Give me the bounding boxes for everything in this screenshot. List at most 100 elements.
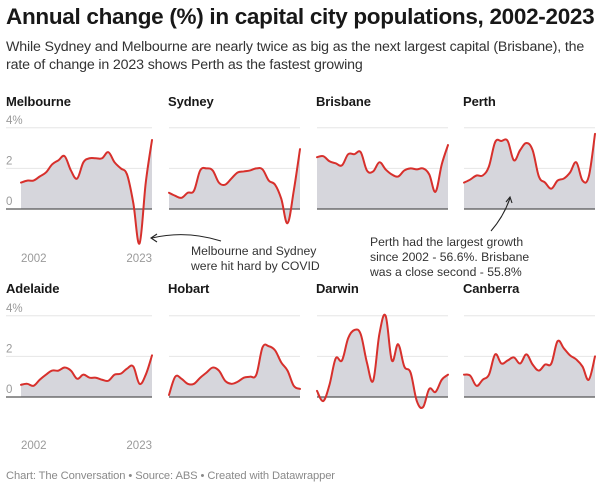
data-point-melbourne-2003	[26, 179, 29, 182]
data-point-sydney-2015	[249, 169, 252, 172]
annotation-arrow-line	[151, 234, 222, 242]
data-point-perth-2015	[544, 181, 547, 184]
data-point-brisbane-2016	[403, 169, 406, 172]
data-point-perth-2010	[512, 159, 515, 162]
data-point-canberra-2018	[562, 347, 565, 350]
data-point-canberra-2013	[531, 363, 534, 366]
annotation-arrow-line	[490, 197, 511, 232]
data-point-darwin-2023	[447, 373, 450, 376]
x-tick-label: 2023	[126, 440, 152, 452]
data-point-hobart-2013	[236, 380, 239, 383]
data-point-canberra-2019	[569, 354, 572, 357]
data-point-hobart-2006	[192, 382, 195, 385]
arrowhead-icon	[505, 195, 513, 204]
annotation-text-line: Perth had the largest growth	[370, 235, 523, 249]
panel-sydney	[168, 127, 301, 225]
data-point-sydney-2011	[224, 183, 227, 186]
data-point-canberra-2009	[506, 359, 509, 362]
data-point-canberra-2017	[556, 340, 559, 343]
data-point-adelaide-2007	[51, 369, 54, 372]
y-tick-label: 2	[6, 155, 12, 167]
line-canberra	[463, 339, 596, 387]
data-point-perth-2014	[537, 175, 540, 178]
data-point-perth-2023	[594, 132, 597, 135]
data-point-darwin-2014	[390, 359, 393, 362]
panel-brisbane	[316, 127, 450, 210]
data-point-hobart-2009	[211, 366, 214, 369]
data-point-brisbane-2023	[447, 144, 450, 147]
data-point-perth-2006	[487, 165, 490, 168]
data-point-melbourne-2023	[151, 138, 154, 141]
panel-title-melbourne: Melbourne	[6, 94, 71, 109]
data-point-darwin-2011	[372, 379, 375, 382]
data-point-adelaide-2019	[126, 367, 129, 370]
data-point-darwin-2002	[316, 389, 319, 392]
data-point-brisbane-2019	[422, 167, 425, 170]
panel-perth	[463, 127, 597, 210]
data-point-brisbane-2010	[365, 169, 368, 172]
data-point-melbourne-2014	[94, 157, 97, 160]
data-point-melbourne-2004	[32, 179, 35, 182]
area-darwin	[317, 314, 448, 408]
data-point-adelaide-2002	[20, 383, 23, 386]
data-point-hobart-2005	[186, 382, 189, 385]
data-point-canberra-2016	[550, 362, 553, 365]
data-point-canberra-2023	[594, 355, 597, 358]
data-point-hobart-2008	[205, 371, 208, 374]
x-tick-label: 2002	[21, 440, 47, 452]
panel-title-brisbane: Brisbane	[316, 94, 371, 109]
data-point-darwin-2021	[434, 390, 437, 393]
panel-title-sydney: Sydney	[168, 94, 214, 109]
line-melbourne	[20, 138, 153, 245]
data-point-hobart-2021	[286, 369, 289, 372]
data-point-adelaide-2010	[69, 369, 72, 372]
panel-adelaide: 4% 2 0 2002 2023	[6, 303, 153, 452]
data-point-canberra-2012	[525, 353, 528, 356]
data-point-perth-2007	[494, 141, 497, 144]
data-point-canberra-2005	[481, 378, 484, 381]
data-point-brisbane-2012	[378, 161, 381, 164]
data-point-hobart-2016	[255, 373, 258, 376]
data-point-sydney-2010	[217, 181, 220, 184]
data-point-melbourne-2018	[119, 167, 122, 170]
data-point-darwin-2006	[340, 359, 343, 362]
line-brisbane	[316, 144, 449, 193]
panel-title-adelaide: Adelaide	[6, 281, 60, 296]
data-point-canberra-2003	[469, 374, 472, 377]
data-point-adelaide-2005	[38, 378, 41, 381]
data-point-canberra-2008	[500, 362, 503, 365]
line-sydney	[168, 148, 301, 225]
annotation-text-line: was a close second - 55.8%	[369, 265, 522, 279]
data-point-hobart-2018	[267, 345, 270, 348]
chart-title: Annual change (%) in capital city popula…	[6, 4, 595, 29]
data-point-sydney-2012	[230, 177, 233, 180]
data-point-canberra-2004	[475, 384, 478, 387]
data-point-canberra-2021	[581, 365, 584, 368]
data-point-adelaide-2016	[107, 379, 110, 382]
chart-subtitle: While Sydney and Melbourne are nearly tw…	[6, 39, 585, 73]
line-hobart	[168, 343, 301, 396]
annotation-text-line: since 2002 - 56.6%. Brisbane	[370, 250, 529, 264]
area-canberra	[464, 340, 595, 397]
data-point-sydney-2014	[242, 170, 245, 173]
data-point-hobart-2003	[174, 375, 177, 378]
area-melbourne	[21, 139, 152, 244]
data-point-sydney-2005	[186, 191, 189, 194]
data-point-perth-2005	[481, 174, 484, 177]
data-point-canberra-2002	[463, 373, 466, 376]
data-point-adelaide-2022	[144, 373, 147, 376]
data-point-sydney-2007	[199, 169, 202, 172]
panel-title-darwin: Darwin	[316, 281, 359, 296]
data-point-brisbane-2003	[322, 155, 325, 158]
data-point-hobart-2014	[242, 376, 245, 379]
data-point-adelaide-2006	[44, 373, 47, 376]
y-tick-label: 4%	[6, 303, 23, 315]
y-tick-label: 0	[6, 384, 12, 396]
data-point-brisbane-2021	[434, 190, 437, 193]
data-point-darwin-2022	[440, 378, 443, 381]
data-point-melbourne-2013	[88, 157, 91, 160]
data-point-brisbane-2011	[372, 170, 375, 173]
data-point-hobart-2023	[299, 387, 302, 390]
data-point-melbourne-2015	[101, 157, 104, 160]
data-point-darwin-2019	[422, 406, 425, 409]
